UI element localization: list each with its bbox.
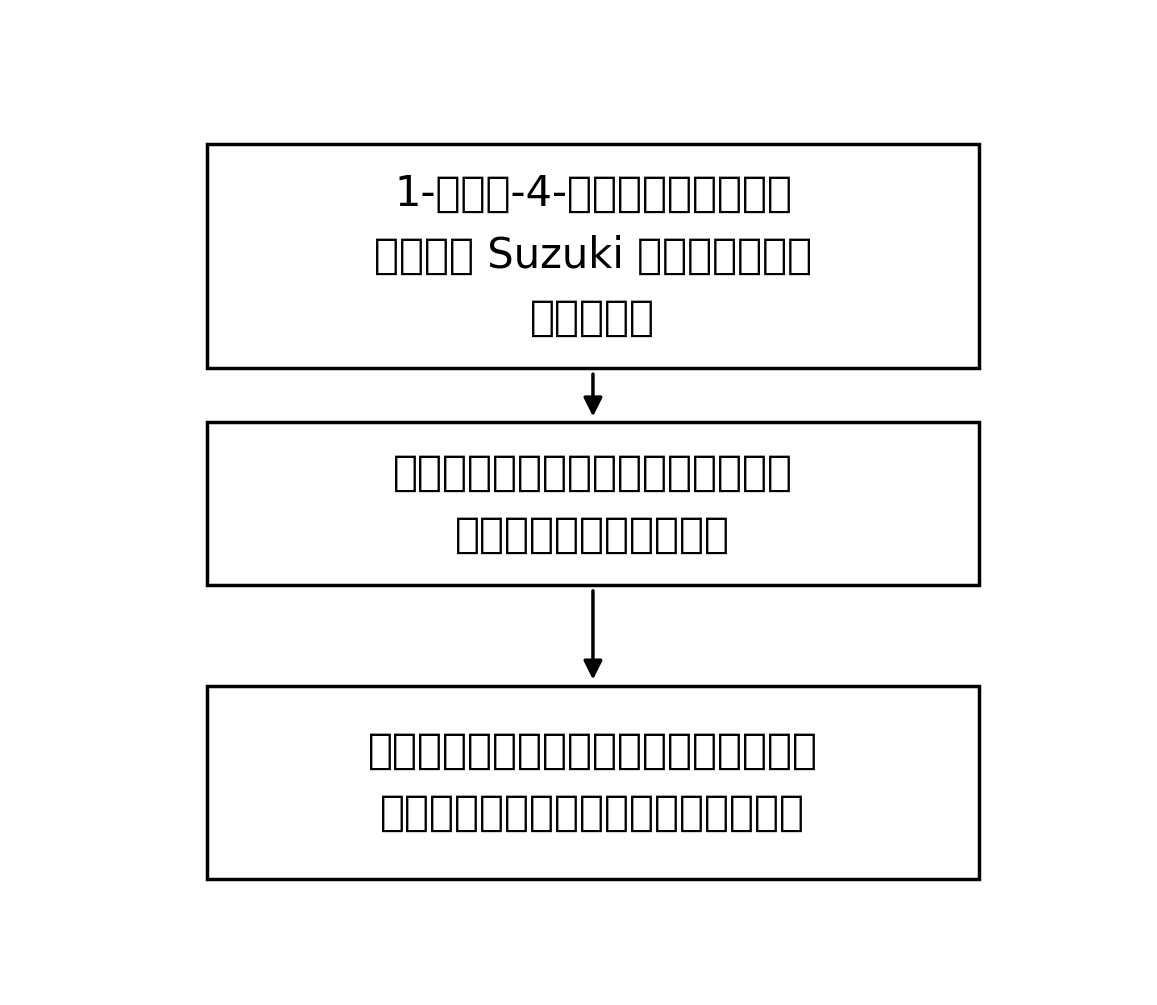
Bar: [207, 144, 979, 368]
Text: 环金属配体与三水合三氯化铱进行聚
合反应，得到氯桥二聚物: 环金属配体与三水合三氯化铱进行聚 合反应，得到氯桥二聚物: [393, 452, 793, 556]
Text: 氯桥二聚物与乙酰丙酮进行配位反应，得
到红光有机电致磷光材料金属铱配合物: 氯桥二聚物与乙酰丙酮进行配位反应，得 到红光有机电致磷光材料金属铱配合物: [368, 731, 818, 834]
Text: 1-甲氧基-4-氯酞嗪与苯硼酸类化
合物进行 Suzuki 偶联反应，得到
环金属配体: 1-甲氧基-4-氯酞嗪与苯硼酸类化 合物进行 Suzuki 偶联反应，得到 环金…: [374, 173, 812, 339]
Bar: [207, 685, 979, 879]
Bar: [207, 422, 979, 585]
